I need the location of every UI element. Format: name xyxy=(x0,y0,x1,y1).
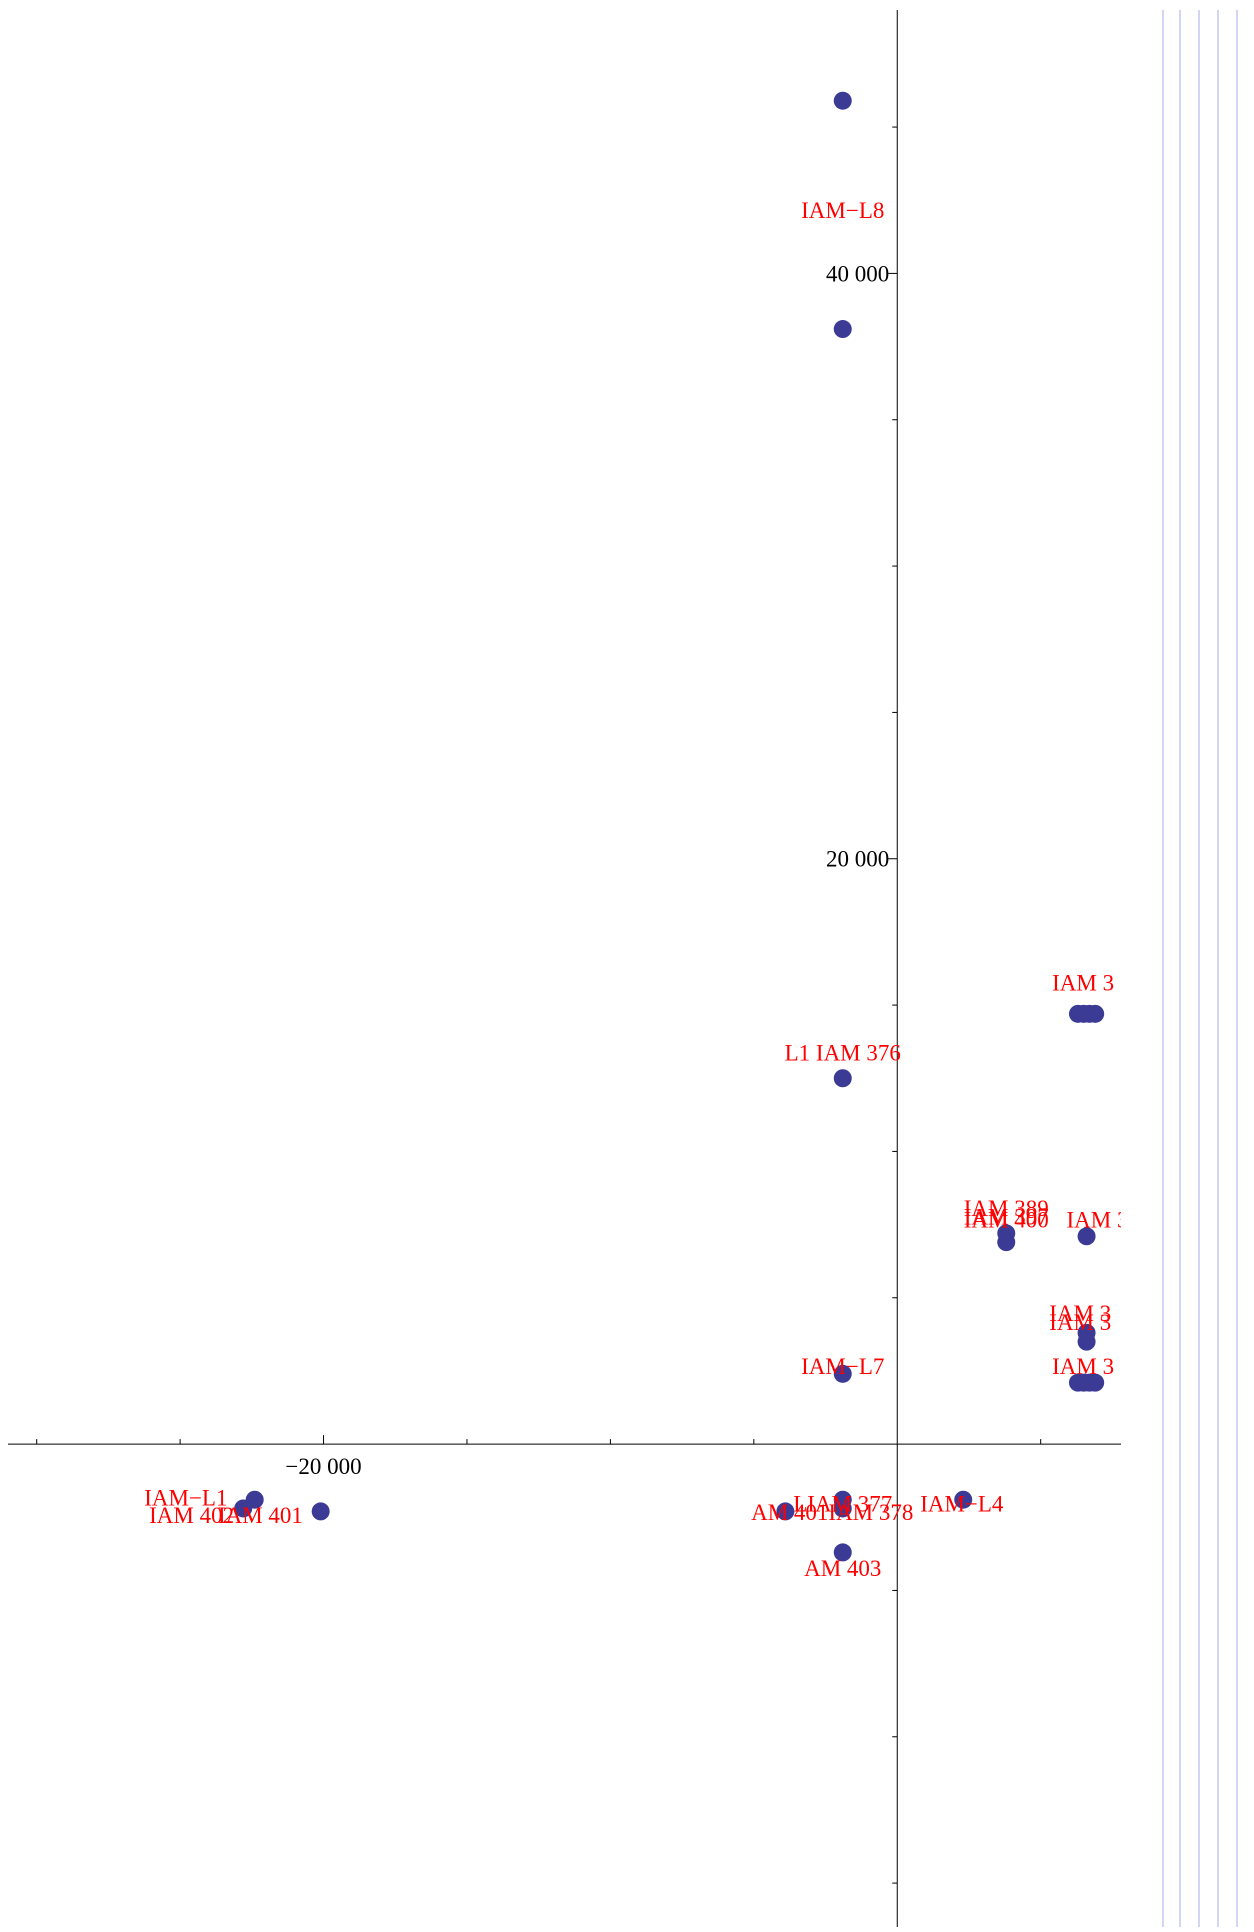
axis-ticks xyxy=(36,126,1042,1884)
data-point xyxy=(776,1502,795,1521)
axis-tick-labels: −20 000 40 000 20 000 xyxy=(285,261,889,1479)
data-point xyxy=(1086,1004,1105,1023)
point-label: IAM 3 xyxy=(1049,1301,1111,1326)
data-point xyxy=(234,1499,253,1518)
point-label: IAM 3 xyxy=(1052,970,1114,995)
data-point xyxy=(833,91,852,110)
point-label: IAM 3 xyxy=(1049,1310,1111,1335)
y-tick-label: 40 000 xyxy=(826,261,889,286)
data-point xyxy=(833,1364,852,1383)
data-point xyxy=(833,1069,852,1088)
x-tick-label: −20 000 xyxy=(285,1454,361,1479)
side-decoration-lines xyxy=(1162,10,1238,1927)
point-label: L1 IAM 376 xyxy=(785,1041,901,1066)
data-point xyxy=(1086,1373,1105,1392)
data-point xyxy=(833,1543,852,1562)
point-label: IAM 3 xyxy=(1052,1354,1114,1379)
data-point xyxy=(833,320,852,339)
point-label: IAM−L4 xyxy=(920,1491,1004,1516)
data-point xyxy=(833,1499,852,1518)
data-point xyxy=(311,1502,330,1521)
point-label: IAM−L1 xyxy=(144,1486,227,1511)
point-label: AM 403 xyxy=(804,1556,881,1581)
data-points xyxy=(234,91,1105,1562)
data-point xyxy=(997,1233,1016,1252)
point-label: IAM 397 xyxy=(964,1205,1049,1230)
data-point xyxy=(954,1490,973,1509)
point-label: IAM 401 xyxy=(218,1503,303,1528)
y-tick-label: 20 000 xyxy=(826,847,889,872)
data-point xyxy=(1077,1332,1096,1351)
point-label: IAM 3 xyxy=(1066,1208,1128,1233)
point-label: IAM 389 xyxy=(964,1196,1049,1221)
point-label: IAM 400 xyxy=(964,1208,1049,1233)
point-label: IAM 402 xyxy=(149,1503,234,1528)
point-label: AM 401 xyxy=(751,1500,828,1525)
point-label: IAM 378 xyxy=(828,1500,913,1525)
data-point xyxy=(1077,1227,1096,1246)
point-label: IAM−L8 xyxy=(801,198,884,223)
point-label: IAM−L7 xyxy=(801,1354,884,1379)
point-label: LIAM 377 xyxy=(793,1491,892,1516)
